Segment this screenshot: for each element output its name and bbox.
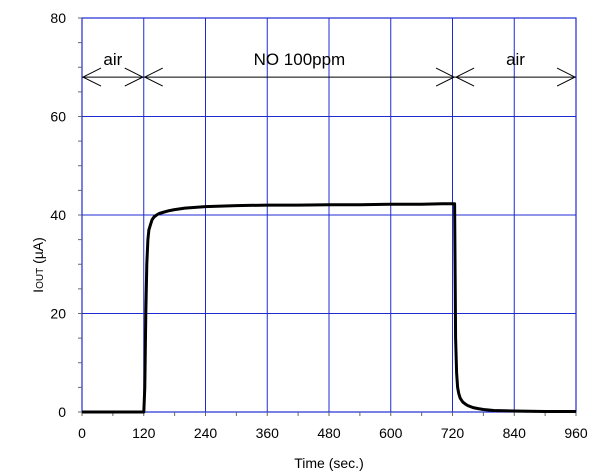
x-tick-label: 720: [441, 425, 465, 441]
y-tick-label: 80: [50, 10, 66, 26]
tick-marks: [78, 17, 577, 416]
x-axis-title: Time (sec.): [294, 455, 363, 471]
x-tick-label: 480: [317, 425, 341, 441]
x-tick-label: 840: [503, 425, 527, 441]
annotation-arrowhead-left: [81, 67, 102, 87]
y-tick-label: 0: [58, 404, 66, 420]
annotation-label: air: [103, 50, 122, 69]
x-tick-label: 0: [78, 425, 86, 441]
y-axis-title-main: I: [30, 289, 46, 293]
phase-annotation: air: [454, 50, 577, 87]
x-tick-label: 600: [379, 425, 403, 441]
annotation-label: NO 100ppm: [254, 50, 346, 69]
y-tick-label: 20: [50, 306, 66, 322]
annotation-arrowhead-right: [124, 67, 144, 87]
phase-annotation: NO 100ppm: [143, 50, 456, 87]
annotation-arrowhead-right: [556, 67, 577, 87]
y-axis-title-sub: OUT: [35, 268, 46, 289]
y-axis-title-unit: (µA): [30, 237, 46, 268]
x-tick-label: 360: [256, 425, 280, 441]
y-tick-labels: 0 20 40 60 80: [50, 10, 66, 420]
x-tick-label: 960: [564, 425, 588, 441]
x-tick-label: 240: [194, 425, 218, 441]
y-tick-label: 60: [50, 109, 66, 125]
y-axis-title: IOUT (µA): [30, 237, 46, 293]
x-tick-label: 120: [132, 425, 156, 441]
annotation-arrowhead-left: [454, 67, 475, 87]
phase-annotations: air NO 100ppm air: [81, 50, 577, 87]
annotation-arrowhead-left: [143, 67, 163, 87]
annotation-label: air: [506, 50, 525, 69]
series-line: [82, 202, 576, 414]
x-tick-labels: 0 120 240 360 480 600 720 840 960: [78, 425, 588, 441]
y-tick-label: 40: [50, 207, 66, 223]
phase-annotation: air: [81, 50, 144, 87]
annotation-arrowhead-right: [435, 67, 456, 87]
